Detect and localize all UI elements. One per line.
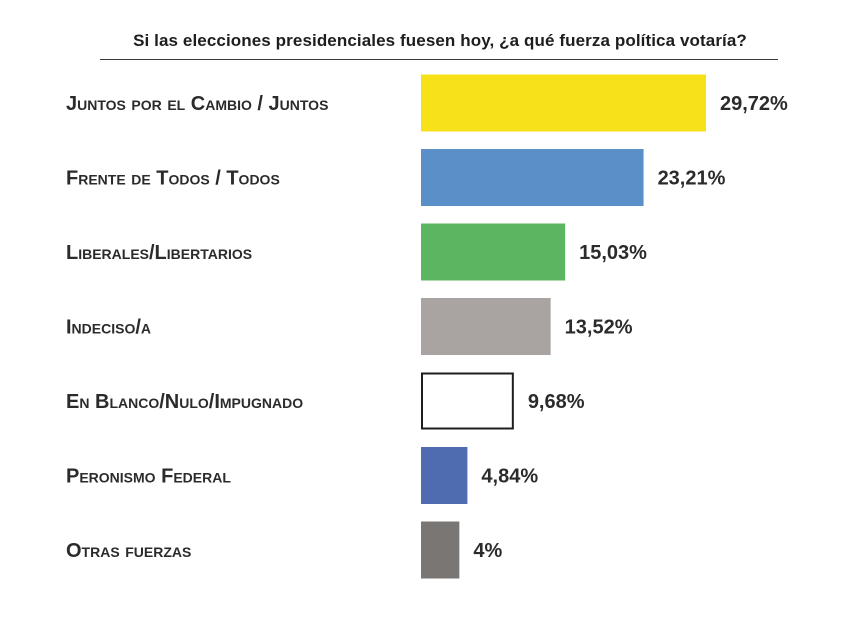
- category-label-indeciso-a: Indeciso/a: [66, 317, 151, 339]
- bar-juntos-por-el-cambio-juntos: [421, 74, 706, 132]
- bar-indeciso-a: [421, 298, 551, 355]
- value-label-peronismo-federal: 4,84%: [481, 466, 538, 488]
- bar-otras-fuerzas: [421, 521, 460, 579]
- category-label-otras-fuerzas: Otras fuerzas: [66, 540, 191, 562]
- value-label-en-blanco-nulo-impugnado: 9,68%: [528, 391, 585, 413]
- category-label-juntos-por-el-cambio-juntos: Juntos por el Cambio / Juntos: [66, 93, 328, 115]
- bar-en-blanco-nulo-impugnado: [421, 372, 514, 430]
- title-divider: [100, 59, 778, 60]
- bar-liberales-libertarios: [421, 223, 566, 281]
- value-label-juntos-por-el-cambio-juntos: 29,72%: [720, 93, 788, 115]
- category-labels: Juntos por el Cambio / Juntos Frente de T…: [66, 93, 328, 562]
- bar-peronismo-federal: [421, 447, 468, 504]
- category-label-frente-de-todos-todos: Frente de Todos / Todos: [66, 168, 280, 190]
- category-label-liberales-libertarios: Liberales/Libertarios: [66, 242, 252, 264]
- bars: [421, 74, 706, 579]
- chart-title: Si las elecciones presidenciales fuesen …: [133, 31, 747, 50]
- bar-frente-de-todos-todos: [421, 149, 644, 206]
- value-label-liberales-libertarios: 15,03%: [579, 242, 647, 264]
- value-labels: 29,72% 23,21% 15,03% 13,52% 9,68% 4,84% 4%: [473, 93, 788, 562]
- value-label-frente-de-todos-todos: 23,21%: [658, 168, 726, 190]
- category-label-peronismo-federal: Peronismo Federal: [66, 466, 231, 488]
- value-label-indeciso-a: 13,52%: [565, 317, 633, 339]
- value-label-otras-fuerzas: 4%: [473, 540, 502, 562]
- category-label-en-blanco-nulo-impugnado: En Blanco/Nulo/Impugnado: [66, 391, 303, 413]
